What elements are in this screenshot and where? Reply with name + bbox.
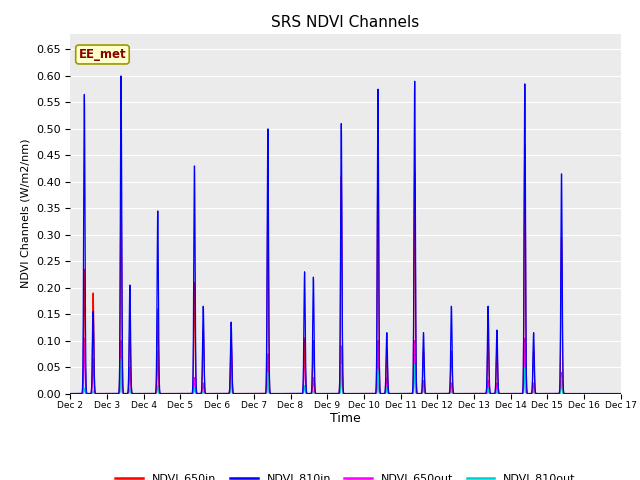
Text: EE_met: EE_met <box>79 48 126 61</box>
NDVI_810in <box>607 391 614 396</box>
NDVI_810in <box>129 391 137 396</box>
NDVI_810in <box>117 73 125 79</box>
NDVI_810in <box>67 391 74 396</box>
NDVI_650in <box>67 391 74 396</box>
NDVI_650in <box>617 391 625 396</box>
NDVI_810in <box>278 391 285 396</box>
NDVI_650in <box>301 361 309 367</box>
NDVI_650out <box>278 391 285 396</box>
NDVI_810out <box>172 391 180 396</box>
NDVI_810in <box>583 391 591 396</box>
NDVI_810in <box>162 391 170 396</box>
NDVI_810out <box>278 391 285 396</box>
NDVI_650out <box>162 391 170 396</box>
NDVI_650out <box>579 391 587 396</box>
Line: NDVI_810in: NDVI_810in <box>70 76 621 394</box>
NDVI_810out <box>547 391 555 396</box>
NDVI_650in <box>583 391 591 396</box>
NDVI_650out <box>301 378 309 384</box>
NDVI_810out <box>162 391 170 396</box>
NDVI_650out <box>129 391 137 396</box>
NDVI_810out <box>67 391 74 396</box>
NDVI_810in <box>301 344 309 350</box>
Line: NDVI_650out: NDVI_650out <box>70 338 621 394</box>
Title: SRS NDVI Channels: SRS NDVI Channels <box>271 15 420 30</box>
NDVI_810in <box>547 391 555 396</box>
NDVI_810in <box>617 391 625 396</box>
NDVI_650in <box>607 391 614 396</box>
NDVI_650in <box>278 391 285 396</box>
NDVI_650out <box>617 391 625 396</box>
NDVI_810out <box>129 391 137 396</box>
NDVI_810out <box>117 356 125 362</box>
NDVI_810out <box>617 391 625 396</box>
NDVI_650out <box>547 391 555 396</box>
NDVI_650out <box>81 335 88 341</box>
NDVI_810out <box>302 390 310 396</box>
Legend: NDVI_650in, NDVI_810in, NDVI_650out, NDVI_810out: NDVI_650in, NDVI_810in, NDVI_650out, NDV… <box>111 469 580 480</box>
NDVI_650in <box>521 142 529 148</box>
X-axis label: Time: Time <box>330 412 361 425</box>
NDVI_650in <box>129 391 137 396</box>
Line: NDVI_650in: NDVI_650in <box>70 145 621 394</box>
NDVI_810out <box>607 391 614 396</box>
Line: NDVI_810out: NDVI_810out <box>70 359 621 394</box>
NDVI_650in <box>162 391 170 396</box>
Y-axis label: NDVI Channels (W/m2/nm): NDVI Channels (W/m2/nm) <box>20 139 30 288</box>
NDVI_650out <box>607 391 614 396</box>
NDVI_650in <box>547 391 555 396</box>
NDVI_650out <box>67 391 74 396</box>
